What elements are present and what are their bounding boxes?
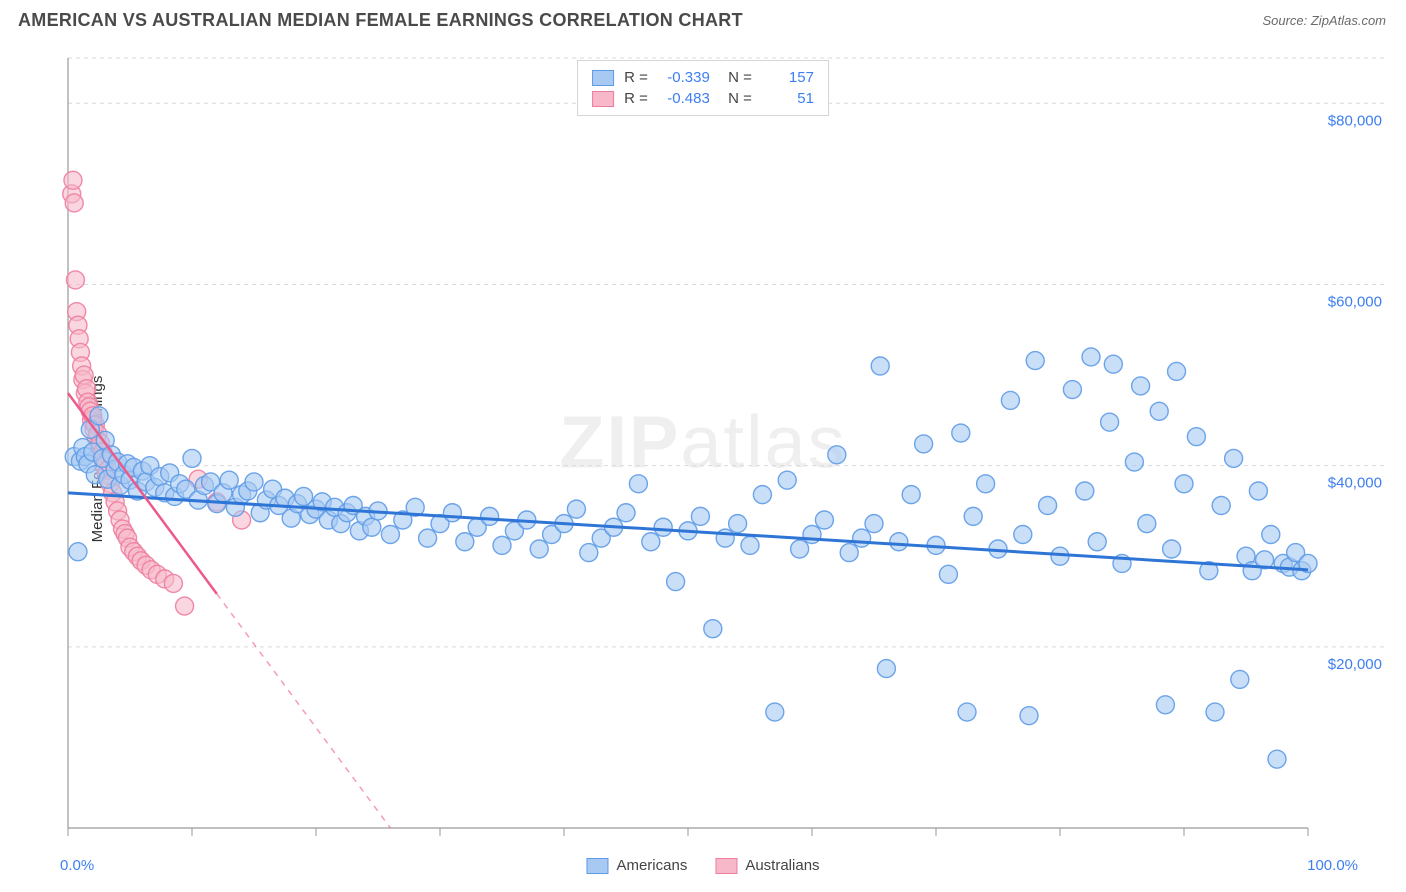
x-axis-min-label: 0.0% — [60, 857, 94, 874]
correlation-legend: R = -0.339 N = 157 R = -0.483 N = 51 — [577, 60, 829, 116]
legend-item-australians: Australians — [715, 857, 819, 874]
scatter-chart: $20,000 $40,000 $60,000 $80,000 — [54, 44, 1388, 874]
source-label: Source: ZipAtlas.com — [1262, 13, 1386, 28]
legend-row-americans: R = -0.339 N = 157 — [592, 67, 814, 88]
svg-text:$40,000: $40,000 — [1328, 475, 1382, 492]
svg-text:$80,000: $80,000 — [1328, 112, 1382, 129]
series-legend: Americans Australians — [586, 857, 819, 874]
svg-text:$60,000: $60,000 — [1328, 293, 1382, 310]
svg-text:$20,000: $20,000 — [1328, 656, 1382, 673]
legend-row-australians: R = -0.483 N = 51 — [592, 88, 814, 109]
swatch-australians — [592, 91, 614, 107]
x-axis-max-label: 100.0% — [1307, 857, 1358, 874]
swatch-americans — [592, 70, 614, 86]
legend-item-americans: Americans — [586, 857, 687, 874]
chart-container: Median Female Earnings ZIPatlas $20,000$… — [18, 44, 1388, 874]
chart-title: AMERICAN VS AUSTRALIAN MEDIAN FEMALE EAR… — [18, 10, 743, 31]
